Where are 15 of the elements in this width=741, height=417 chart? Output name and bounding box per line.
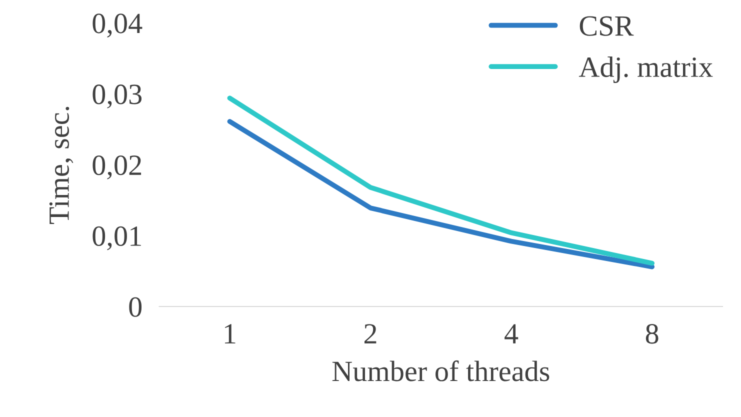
y-tick-label: 0,03 [92,84,142,108]
y-tick-label: 0 [129,297,142,317]
x-tick-label: 1 [224,324,236,344]
x-axis-title: Number of threads [332,360,550,382]
legend-label: Adj. matrix [578,56,713,83]
x-tick-label: 8 [646,324,658,344]
y-tick-label: 0,01 [92,226,141,250]
y-tick-label: 0,04 [92,14,142,38]
x-tick-label: 4 [504,324,518,344]
line-series [227,96,655,266]
y-axis-title: Time, sec. [49,106,74,224]
legend-label: CSR [580,16,634,36]
line-series [227,119,655,270]
y-tick-label: 0,02 [92,155,142,180]
x-tick-label: 2 [364,324,376,344]
